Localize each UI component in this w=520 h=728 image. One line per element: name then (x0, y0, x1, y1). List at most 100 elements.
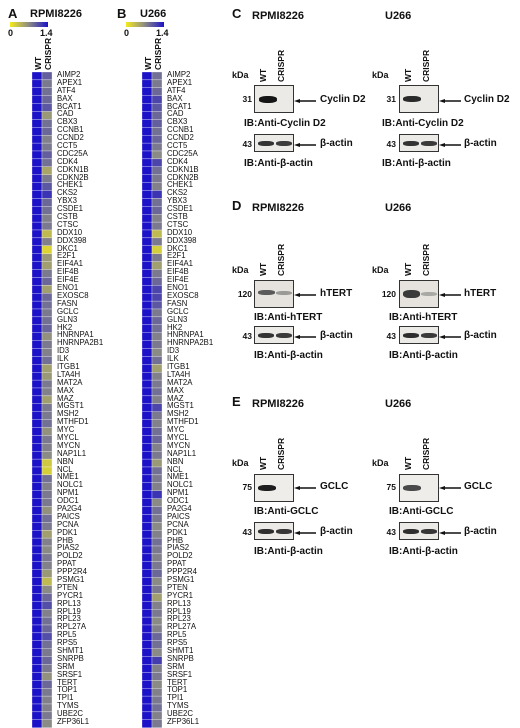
gene-label: MYC (57, 425, 75, 435)
heatmap-cell-crispr (41, 585, 53, 594)
gene-label: PPAT (57, 559, 77, 569)
panel-d-left-title: RPMI8226 (252, 202, 304, 214)
heatmap-cell-crispr (151, 672, 163, 681)
heatmap-cell-wt (141, 229, 153, 239)
e-left-gclc-blot (254, 474, 294, 502)
gene-label: PCNA (167, 519, 189, 529)
c-left-lane-crispr: CRISPR (276, 49, 286, 82)
heatmap-cell-wt (31, 316, 43, 325)
heatmap-cell-wt (31, 285, 43, 294)
gene-label: CDK4 (167, 156, 188, 166)
heatmap-cell-crispr (41, 601, 53, 610)
heatmap-cell-wt (31, 616, 43, 626)
gene-label: APEX1 (57, 77, 83, 87)
heatmap-cell-crispr (41, 514, 53, 523)
gene-label: CCND2 (57, 133, 84, 143)
gene-label: CCT5 (57, 141, 78, 151)
heatmap-cell-wt (141, 680, 153, 689)
heatmap-a-colorbar (10, 22, 48, 27)
gene-label: ENO1 (57, 283, 79, 293)
heatmap-cell-crispr (41, 577, 53, 586)
heatmap-cell-wt (141, 609, 153, 618)
c-right-ib-top: IB:Anti-Cyclin D2 (382, 118, 464, 129)
heatmap-cell-crispr (41, 379, 53, 389)
heatmap-cell-wt (141, 206, 153, 215)
gene-label: EIF4A1 (57, 259, 84, 269)
heatmap-cell-crispr (41, 190, 53, 199)
gene-label: PPP2R4 (167, 567, 197, 577)
heatmap-cell-wt (31, 340, 43, 349)
heatmap-cell-wt (31, 601, 43, 610)
heatmap-cell-wt (141, 411, 153, 420)
heatmap-cell-crispr (41, 356, 53, 365)
gene-label: SRSF1 (57, 669, 83, 679)
heatmap-cell-wt (31, 95, 43, 104)
heatmap-a-gene-list: AIMP2 APEX1 ATF4 BAX BCAT1 CAD CBX3 CCNB1 CCND2 C… (57, 71, 103, 726)
c-left-cyclin-band-wt (259, 96, 277, 103)
gene-label: NPM1 (57, 488, 79, 498)
gene-label: CDKN2B (57, 172, 89, 182)
heatmap-cell-crispr (41, 340, 53, 349)
heatmap-cell-wt (141, 435, 153, 444)
heatmap-cell-wt (31, 411, 43, 420)
heatmap-cell-wt (31, 324, 43, 333)
c-right-lane-wt: WT (403, 68, 413, 82)
panel-c-letter: C (232, 6, 242, 21)
heatmap-cell-crispr (151, 198, 163, 207)
gene-label: CSTB (167, 212, 188, 222)
gene-label: CCT5 (167, 141, 188, 151)
heatmap-cell-crispr (151, 640, 163, 649)
gene-label: POLD2 (167, 551, 193, 561)
d-right-kda: kDa (372, 265, 389, 275)
heatmap-cell-wt (31, 664, 43, 673)
gene-label: RPL13 (167, 598, 191, 608)
c-left-actin-label: β-actin (320, 138, 353, 149)
heatmap-cell-wt (31, 198, 43, 207)
heatmap-cell-crispr (151, 348, 163, 357)
heatmap-cell-wt (31, 190, 43, 199)
gene-label: CAD (167, 109, 184, 119)
heatmap-cell-wt (31, 142, 43, 152)
gene-label: RPL13 (57, 598, 81, 608)
e-right-actin-label: β-actin (464, 526, 497, 537)
heatmap-cell-crispr (41, 111, 53, 120)
heatmap-cell-crispr (151, 624, 163, 634)
heatmap-cell-wt (31, 688, 43, 697)
heatmap-cell-wt (31, 506, 43, 515)
gene-label: LTA4H (167, 369, 191, 379)
e-right-ib-bottom: IB:Anti-β-actin (389, 546, 458, 557)
heatmap-cell-wt (141, 522, 153, 531)
gene-label: NAP1L1 (57, 448, 87, 458)
heatmap-cell-wt (141, 198, 153, 207)
heatmap-a-col-wt: WT (33, 56, 43, 70)
heatmap-cell-crispr (151, 277, 163, 286)
gene-label: CDKN1B (167, 164, 199, 174)
gene-label: DKC1 (167, 243, 188, 253)
heatmap-cell-wt (141, 277, 153, 286)
heatmap-cell-crispr (41, 609, 53, 618)
gene-label: RPL23 (167, 614, 191, 624)
heatmap-cell-crispr (41, 150, 53, 160)
heatmap-a-scale-min: 0 (8, 28, 14, 38)
gene-label: AIMP2 (167, 70, 191, 79)
gene-label: MAX (57, 385, 74, 395)
heatmap-cell-crispr (41, 174, 53, 183)
gene-label: MYCN (167, 440, 190, 450)
gene-label: CKS2 (57, 188, 78, 198)
gene-label: RPL5 (167, 630, 187, 640)
panel-d-letter: D (232, 198, 242, 213)
gene-label: MYC (167, 425, 185, 435)
heatmap-cell-wt (141, 293, 153, 302)
gene-label: PSMG1 (167, 575, 195, 584)
heatmap-cell-wt (141, 474, 153, 483)
heatmap-cell-crispr (41, 253, 53, 262)
heatmap-cell-wt (31, 372, 43, 381)
heatmap-cell-crispr (151, 695, 163, 705)
heatmap-b-colorbar (126, 22, 164, 27)
heatmap-cell-crispr (41, 711, 53, 720)
gene-label: LTA4H (57, 369, 81, 379)
heatmap-cell-crispr (151, 688, 163, 697)
heatmap-cell-crispr (151, 372, 163, 381)
heatmap-cell-wt (31, 182, 43, 191)
heatmap-cell-crispr (41, 103, 53, 112)
